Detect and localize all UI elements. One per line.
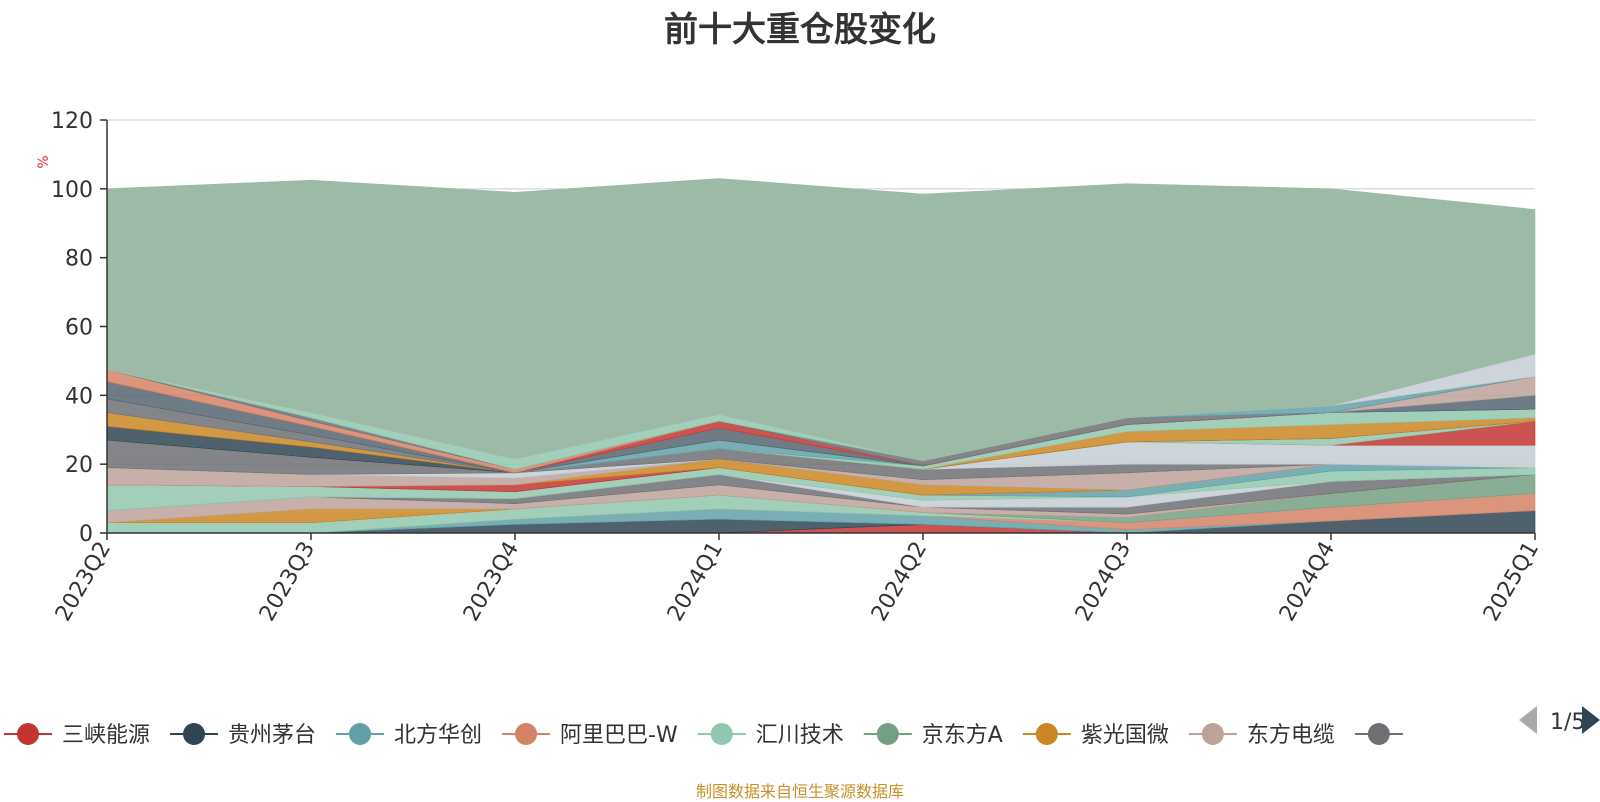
x-tick-label: 2024Q1: [663, 538, 728, 626]
area-series-layer: [106, 178, 1536, 534]
y-tick-label: 60: [65, 316, 93, 341]
legend: 三峡能源 贵州茅台 北方华创 阿里巴巴-W 汇川技术 京东方A 紫光国微 东方电缆: [4, 723, 1403, 748]
x-tick-label: 2025Q1: [1479, 538, 1544, 626]
legend-circle-marker: [183, 723, 206, 745]
legend-item[interactable]: 汇川技术: [697, 723, 844, 748]
legend-item[interactable]: 北方华创: [336, 723, 482, 748]
y-tick-label: 20: [65, 453, 93, 478]
y-tick-label: 120: [51, 109, 93, 134]
triangle-left-icon[interactable]: [1519, 706, 1537, 734]
legend-label: 东方电缆: [1247, 723, 1335, 748]
y-axis-unit-label: %: [36, 155, 52, 168]
legend-circle-marker: [710, 723, 733, 745]
legend-circle-marker: [1367, 723, 1390, 745]
legend-circle-marker: [515, 723, 538, 745]
legend-item[interactable]: [1354, 723, 1403, 745]
y-tick-label: 80: [65, 247, 93, 272]
legend-item[interactable]: 东方电缆: [1188, 723, 1335, 748]
x-tick-label: 2023Q4: [459, 538, 524, 626]
legend-label: 三峡能源: [62, 723, 150, 748]
legend-circle-marker: [17, 723, 39, 745]
area-series-35: [106, 178, 1536, 462]
legend-circle-marker: [1201, 723, 1224, 745]
legend-page-indicator: 1/5: [1550, 710, 1585, 735]
y-tick-label: 0: [79, 522, 93, 547]
legend-item[interactable]: 京东方A: [863, 723, 1003, 748]
triangle-right-icon[interactable]: [1582, 706, 1600, 734]
x-tick-label: 2023Q2: [51, 538, 116, 626]
legend-label: 京东方A: [922, 723, 1003, 748]
legend-label: 汇川技术: [756, 723, 844, 748]
legend-label: 紫光国微: [1081, 723, 1169, 748]
legend-label: 北方华创: [394, 723, 482, 748]
legend-item[interactable]: 阿里巴巴-W: [502, 723, 678, 748]
legend-circle-marker: [1035, 723, 1058, 745]
legend-circle-marker: [876, 723, 899, 745]
y-tick-label: 100: [51, 178, 93, 203]
legend-label: 贵州茅台: [228, 723, 316, 748]
legend-pager: 1/5: [1519, 706, 1600, 735]
y-tick-label: 40: [65, 384, 93, 409]
legend-label: 阿里巴巴-W: [560, 723, 678, 748]
legend-item[interactable]: 贵州茅台: [170, 723, 316, 748]
x-tick-label: 2024Q2: [867, 538, 932, 626]
legend-item[interactable]: 三峡能源: [4, 723, 150, 748]
legend-circle-marker: [349, 723, 372, 745]
x-tick-label: 2024Q3: [1071, 538, 1136, 626]
x-tick-label: 2023Q3: [255, 538, 320, 626]
x-tick-label: 2024Q4: [1275, 538, 1340, 626]
legend-item[interactable]: 紫光国微: [1022, 723, 1169, 748]
chart-title: 前十大重仓股变化: [664, 10, 936, 50]
data-source-note: 制图数据来自恒生聚源数据库: [695, 782, 904, 801]
